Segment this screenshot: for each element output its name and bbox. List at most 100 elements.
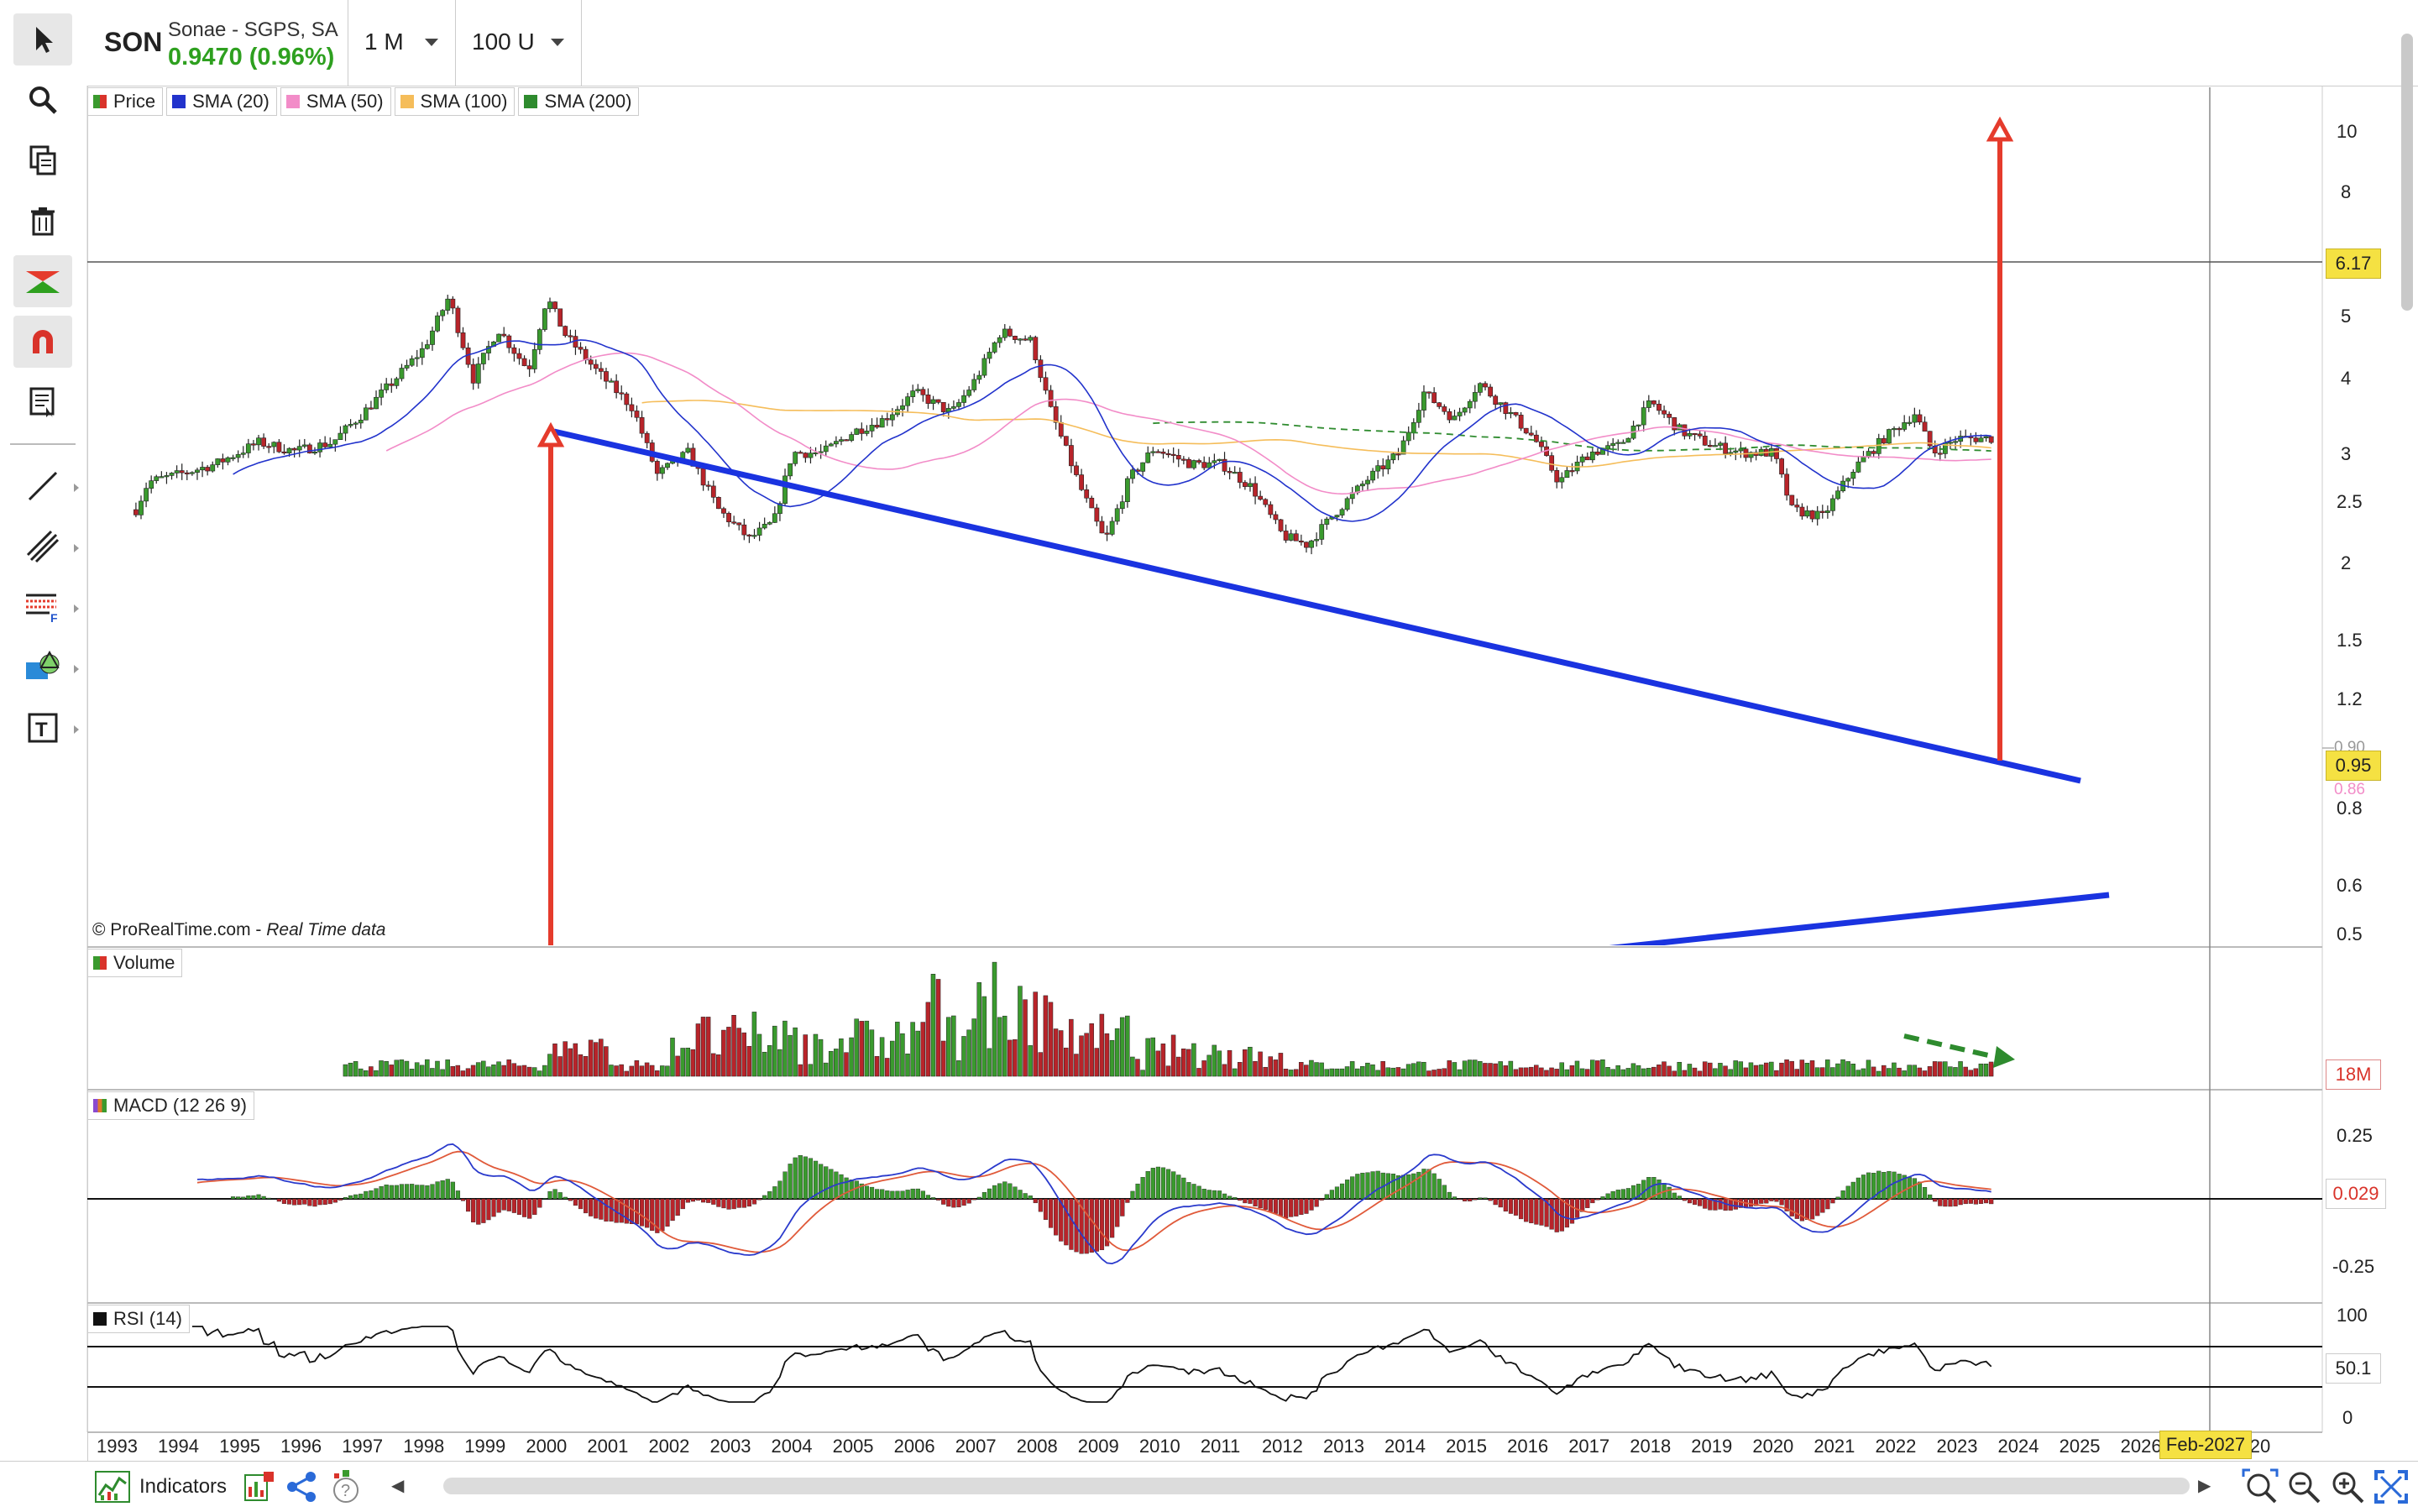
rsi-panel-label[interactable]: RSI (14)	[87, 1305, 190, 1333]
macd-histogram-bar	[906, 1190, 910, 1199]
volume-bar	[1069, 1019, 1073, 1076]
timeline-scrollbar[interactable]	[443, 1478, 2190, 1494]
scroll-right-icon[interactable]: ▶	[2198, 1475, 2211, 1496]
volume-panel-label[interactable]: Volume	[87, 949, 182, 977]
indicators-icon	[94, 1470, 131, 1504]
macd-histogram-bar	[522, 1199, 526, 1217]
volume-bar	[946, 1018, 950, 1076]
macd-histogram-bar	[1411, 1174, 1416, 1199]
candle	[441, 311, 445, 316]
candle	[471, 364, 475, 383]
zoom-out-icon[interactable]	[2285, 1468, 2322, 1509]
macd-tick: -0.25	[2332, 1256, 2374, 1278]
zoom-in-icon[interactable]	[2329, 1468, 2366, 1509]
volume-bar	[589, 1040, 593, 1076]
year-tick: 2013	[1323, 1436, 1364, 1457]
candle	[1340, 510, 1344, 515]
fullscreen-icon[interactable]	[2373, 1468, 2410, 1509]
volume-bar	[1095, 1049, 1099, 1076]
volume-bar	[676, 1056, 680, 1076]
volume-bar	[1416, 1062, 1421, 1076]
add-indicator-icon[interactable]	[242, 1470, 275, 1508]
macd-histogram-bar	[1212, 1190, 1217, 1199]
candle	[1463, 408, 1467, 412]
candle	[328, 444, 332, 447]
candle	[900, 405, 904, 409]
candle	[522, 358, 526, 366]
macd-histogram-bar	[1524, 1199, 1528, 1222]
macd-histogram-bar	[819, 1164, 823, 1199]
price-tick: 2	[2341, 552, 2351, 574]
volume-bar	[497, 1062, 501, 1076]
candle	[1176, 455, 1180, 459]
candle	[956, 402, 960, 406]
volume-bar	[1830, 1068, 1834, 1076]
macd-histogram-bar	[359, 1194, 363, 1199]
candle	[721, 509, 725, 514]
volume-bar	[1437, 1069, 1442, 1076]
candle	[1667, 414, 1672, 417]
rsi-tick: 0	[2342, 1407, 2353, 1429]
macd-histogram-bar	[241, 1197, 245, 1199]
macd-histogram-bar	[1534, 1199, 1538, 1224]
macd-histogram-bar	[1770, 1199, 1774, 1201]
zoom-fit-icon[interactable]	[2242, 1468, 2279, 1509]
volume-bar	[1279, 1053, 1283, 1076]
macd-histogram-bar	[1181, 1178, 1185, 1199]
candle	[1294, 534, 1298, 541]
rsi-line	[192, 1326, 1991, 1402]
candle	[160, 477, 164, 479]
macd-histogram-bar	[1601, 1196, 1605, 1199]
candle	[850, 435, 854, 441]
candle	[1856, 462, 1861, 472]
macd-histogram-bar	[941, 1199, 945, 1205]
macd-histogram-bar	[287, 1199, 291, 1204]
volume-bar	[926, 1002, 930, 1076]
horizontal-line-price-tag[interactable]: 6.17	[2326, 249, 2381, 279]
candle	[615, 381, 619, 393]
volume-bar	[1269, 1057, 1273, 1076]
year-tick: 2023	[1937, 1436, 1978, 1457]
candle	[1028, 337, 1033, 341]
candle	[1289, 534, 1293, 541]
volume-bar	[1115, 1028, 1119, 1076]
volume-bar	[1856, 1070, 1861, 1076]
volume-bar	[1340, 1069, 1344, 1076]
candle	[875, 425, 879, 427]
vertical-scrollbar[interactable]	[2401, 34, 2413, 311]
candle	[716, 497, 720, 508]
volume-bar	[1693, 1068, 1697, 1076]
candle	[885, 418, 889, 420]
volume-bar	[1018, 986, 1022, 1076]
volume-bar	[1683, 1070, 1687, 1076]
candle	[1386, 460, 1390, 469]
candle	[170, 473, 174, 475]
volume-bar	[1621, 1070, 1625, 1076]
indicators-button[interactable]: Indicators	[94, 1468, 227, 1505]
help-icon[interactable]: ?	[327, 1468, 364, 1509]
macd-histogram-bar	[747, 1199, 751, 1206]
rsi-tick: 100	[2337, 1305, 2368, 1326]
candle	[251, 444, 255, 446]
candle	[660, 468, 664, 473]
macd-histogram-bar	[1688, 1199, 1692, 1203]
candle	[1227, 471, 1232, 473]
macd-histogram-bar	[1039, 1199, 1043, 1211]
macd-histogram-bar	[471, 1199, 475, 1222]
macd-histogram-bar	[875, 1190, 879, 1199]
candle	[1785, 474, 1789, 495]
volume-bar	[870, 1030, 874, 1076]
volume-bar	[1447, 1060, 1452, 1076]
macd-histogram-bar	[333, 1199, 338, 1202]
macd-panel-label[interactable]: MACD (12 26 9)	[87, 1091, 254, 1120]
year-tick: 2022	[1875, 1436, 1916, 1457]
volume-bar	[1386, 1068, 1390, 1076]
scroll-left-icon[interactable]: ◀	[391, 1475, 404, 1496]
candle	[1151, 452, 1155, 453]
volume-bar	[911, 1023, 915, 1076]
macd-histogram-bar	[1677, 1196, 1682, 1199]
share-icon[interactable]	[285, 1470, 319, 1508]
volume-bar	[803, 1035, 808, 1076]
macd-histogram-bar	[1621, 1190, 1625, 1199]
